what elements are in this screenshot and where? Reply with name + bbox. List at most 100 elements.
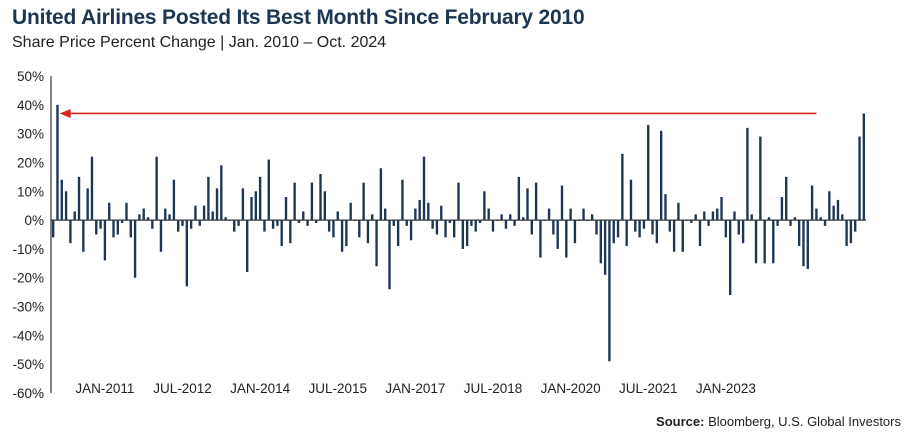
y-tick-label: 10% [17, 184, 44, 199]
bar [793, 217, 797, 221]
bar [319, 173, 322, 221]
bar [711, 211, 715, 221]
x-tick-label: JUL-2012 [153, 381, 212, 396]
source-text: Bloomberg, U.S. Global Investors [708, 414, 901, 429]
chart-title: United Airlines Posted Its Best Month Si… [12, 6, 585, 29]
arrow-head [59, 108, 71, 118]
bar [733, 211, 736, 221]
bar [86, 188, 89, 221]
bar [854, 220, 857, 232]
bar [789, 220, 792, 226]
bar [659, 130, 663, 221]
bar [737, 220, 740, 235]
bar [258, 176, 262, 221]
bar [345, 220, 348, 247]
bar [56, 104, 59, 221]
bar [681, 220, 684, 252]
bar [435, 220, 439, 235]
bar [453, 220, 456, 238]
bar [241, 188, 245, 221]
bar [155, 156, 158, 221]
bar [120, 220, 124, 223]
bar [431, 220, 434, 229]
bar [64, 191, 68, 221]
bar [271, 220, 275, 229]
bar [461, 220, 464, 249]
bar [815, 208, 818, 221]
bar [465, 220, 469, 247]
best-month-arrow [59, 108, 817, 118]
bar [767, 217, 771, 221]
y-tick-label: 30% [17, 127, 44, 142]
bar [772, 220, 775, 264]
y-tick-label: -20% [12, 271, 44, 286]
bar [491, 220, 495, 232]
bar [664, 194, 667, 221]
bar [647, 124, 650, 221]
bar [194, 205, 197, 221]
bar [703, 211, 706, 221]
bar [556, 220, 559, 249]
y-axis-tick-labels: 50% 40% 30% 20% 10% 0% -10% -20% -30% -40% -50% -60… [12, 69, 44, 401]
y-tick-label: -10% [12, 242, 44, 257]
y-tick-label: -30% [12, 300, 44, 315]
bar [552, 220, 555, 235]
bar [509, 214, 512, 221]
bar [707, 220, 710, 226]
bar [133, 220, 137, 278]
bar [233, 220, 236, 232]
bar [526, 188, 529, 221]
bar [690, 220, 693, 223]
bar [414, 208, 417, 221]
bar [776, 220, 779, 226]
bar [211, 211, 214, 221]
bar [448, 220, 452, 223]
bar [375, 220, 378, 267]
bar [694, 214, 697, 221]
y-tick-label: 50% [17, 69, 44, 84]
bar [181, 220, 184, 226]
bar [785, 176, 788, 221]
bar [530, 220, 533, 235]
bar [207, 176, 210, 221]
x-tick-label: JAN-2011 [75, 381, 134, 396]
bar [565, 220, 568, 258]
bar [340, 220, 344, 252]
x-tick-label: JAN-2020 [541, 381, 601, 396]
bar [802, 220, 805, 267]
bar [202, 205, 206, 221]
y-tick-label: -60% [12, 386, 44, 401]
bar [612, 220, 615, 244]
bar [125, 202, 128, 221]
bar [427, 202, 430, 221]
bar [720, 197, 723, 221]
bar [250, 197, 253, 221]
bar [754, 220, 758, 264]
bar [349, 202, 352, 221]
bar [716, 208, 719, 221]
bar [595, 220, 598, 235]
bar [293, 182, 296, 221]
bar [832, 205, 835, 221]
bar [306, 220, 309, 226]
bar [625, 220, 628, 247]
bar [444, 220, 447, 238]
bar [138, 214, 141, 221]
bar [358, 220, 361, 238]
bar [108, 202, 111, 221]
bar [836, 199, 840, 221]
bar [129, 220, 132, 238]
bar [142, 208, 145, 221]
bar [672, 220, 676, 252]
bar [500, 214, 503, 221]
bar [284, 197, 288, 221]
bar [276, 220, 279, 226]
bar [828, 191, 831, 221]
x-tick-label: JAN-2023 [696, 381, 756, 396]
bar [616, 220, 620, 238]
bar [862, 113, 866, 221]
y-tick-label: 40% [17, 98, 44, 113]
bar [82, 220, 85, 252]
bar [388, 220, 391, 290]
bar [534, 182, 538, 221]
